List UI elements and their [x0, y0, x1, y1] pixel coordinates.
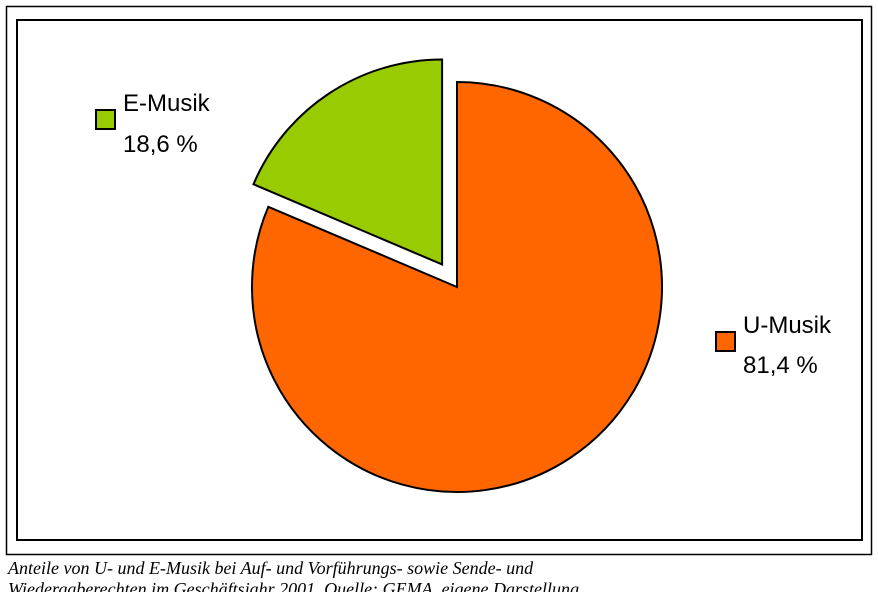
slice-value-label: 81,4 %: [743, 352, 818, 379]
caption: Anteile von U- und E-Musik bei Auf- und …: [7, 558, 534, 578]
slice-value-label: 18,6 %: [123, 131, 198, 158]
outer-frame: [5, 5, 873, 556]
legend-swatch: [95, 109, 116, 130]
legend-swatch: [715, 331, 736, 352]
caption: Wiedergaberechten im Geschäftsjahr 2001.…: [8, 579, 579, 592]
pie-slice: [252, 58, 444, 266]
slice-label: E-Musik: [123, 90, 211, 117]
slice-label: U-Musik: [743, 312, 832, 339]
pie-slice: [251, 80, 663, 493]
